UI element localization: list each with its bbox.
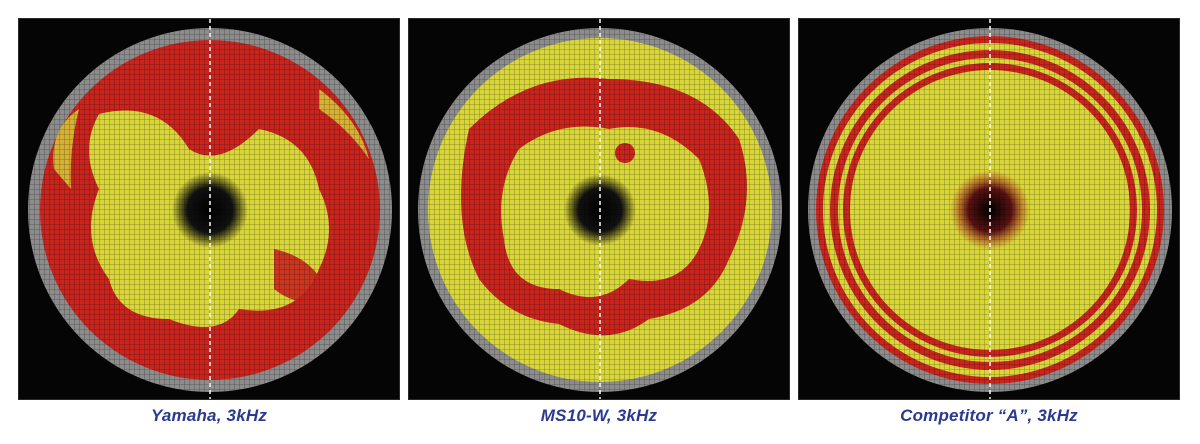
- caption-competitor-a: Competitor “A”, 3kHz: [900, 406, 1078, 425]
- caption-ms10w: MS10-W, 3kHz: [540, 406, 658, 425]
- polar-plot-ms10w-graphic: [418, 19, 782, 399]
- polar-plot-competitor-a-graphic: [808, 19, 1172, 399]
- caption-yamaha: Yamaha, 3kHz: [150, 406, 268, 425]
- polar-plot-competitor-a: [798, 18, 1180, 400]
- polar-plot-ms10w: [408, 18, 790, 400]
- polar-plot-yamaha: [18, 18, 400, 400]
- polar-plot-yamaha-graphic: [28, 19, 392, 399]
